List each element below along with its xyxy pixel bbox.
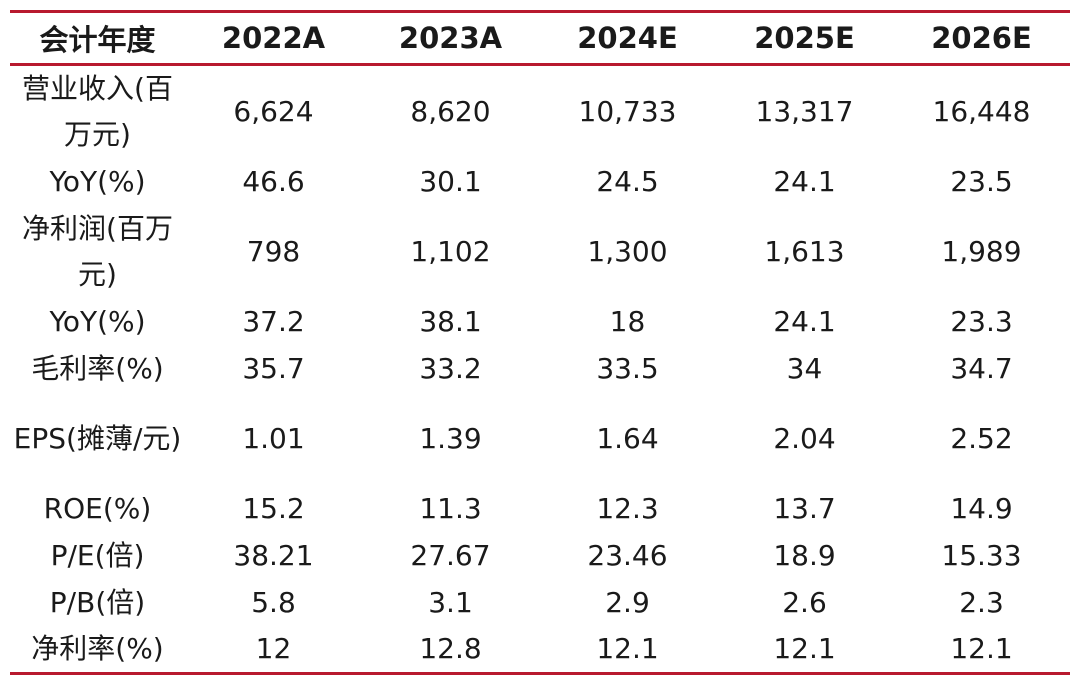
table-cell: 8,620 xyxy=(410,95,491,128)
table-cell: 14.9 xyxy=(950,491,1013,525)
table-row: 净利率(%) 12 12.8 12.1 12.1 12.1 xyxy=(10,626,1070,675)
table-row: 净利润(百万元) 798 1,102 1,300 1,613 1,989 xyxy=(10,205,1070,298)
table-cell: 46.6 xyxy=(242,164,305,198)
header-cell-2025e: 2025E xyxy=(716,10,893,66)
table-cell: 12.1 xyxy=(539,626,716,675)
table-cell: 38.21 xyxy=(233,538,314,572)
table-cell: 10,733 xyxy=(578,95,677,128)
header-cell-fiscal-year: 会计年度 xyxy=(10,10,185,66)
table-cell: 24.1 xyxy=(773,304,836,338)
table-header: 会计年度 2022A 2023A 2024E 2025E 2026E xyxy=(10,10,1070,66)
table-row: 营业收入(百万元) 6,624 8,620 10,733 13,317 16,4… xyxy=(10,65,1070,159)
row-label: 净利润(百万元) xyxy=(22,211,173,291)
table-cell: 30.1 xyxy=(419,164,482,198)
table-cell: 11.3 xyxy=(419,491,482,525)
table-cell: 1,989 xyxy=(941,234,1022,268)
table-cell: 1.39 xyxy=(419,421,482,455)
table-cell: 18.9 xyxy=(773,538,836,572)
table-cell: 12.1 xyxy=(716,626,893,675)
table-cell: 24.5 xyxy=(596,164,659,198)
table-cell: 12 xyxy=(185,626,362,675)
table-cell: 3.1 xyxy=(428,585,473,619)
row-label: 净利率(%) xyxy=(10,626,185,675)
table-cell: 13,317 xyxy=(755,95,854,128)
table-cell: 1,300 xyxy=(587,234,668,268)
table-cell: 1.01 xyxy=(242,421,305,455)
row-label: 毛利率(%) xyxy=(31,351,164,385)
row-label: YoY(%) xyxy=(49,164,146,198)
header-cell-2022a: 2022A xyxy=(185,10,362,66)
table-cell: 15.33 xyxy=(941,538,1022,572)
row-label: EPS(摊薄/元) xyxy=(13,421,182,455)
table-cell: 1.64 xyxy=(596,421,659,455)
row-label: ROE(%) xyxy=(43,491,152,525)
table-cell: 6,624 xyxy=(233,95,314,128)
table-row: EPS(摊薄/元) 1.01 1.39 1.64 2.04 2.52 xyxy=(10,392,1070,485)
table-cell: 2.04 xyxy=(773,421,836,455)
table-cell: 27.67 xyxy=(410,538,491,572)
table-cell: 24.1 xyxy=(773,164,836,198)
row-label: P/E(倍) xyxy=(50,538,145,572)
header-row: 会计年度 2022A 2023A 2024E 2025E 2026E xyxy=(10,10,1070,66)
row-label: 营业收入(百万元) xyxy=(22,72,173,151)
table-cell: 5.8 xyxy=(251,585,296,619)
table-row: YoY(%) 37.2 38.1 18 24.1 23.3 xyxy=(10,298,1070,345)
table-cell: 33.2 xyxy=(419,351,482,385)
table-cell: 2.9 xyxy=(605,585,650,619)
table-cell: 12.8 xyxy=(362,626,539,675)
table-cell: 798 xyxy=(246,234,301,268)
table-cell: 34 xyxy=(786,351,823,385)
row-label: P/B(倍) xyxy=(49,585,146,619)
table-row: ROE(%) 15.2 11.3 12.3 13.7 14.9 xyxy=(10,485,1070,532)
table-cell: 34.7 xyxy=(950,351,1013,385)
table-cell: 37.2 xyxy=(242,304,305,338)
table-cell: 12.3 xyxy=(596,491,659,525)
table-cell: 23.5 xyxy=(950,164,1013,198)
table-cell: 1,102 xyxy=(410,234,491,268)
table-body: 营业收入(百万元) 6,624 8,620 10,733 13,317 16,4… xyxy=(10,65,1070,675)
table-cell: 18 xyxy=(609,304,646,338)
table-row: P/B(倍) 5.8 3.1 2.9 2.6 2.3 xyxy=(10,579,1070,626)
header-cell-2023a: 2023A xyxy=(362,10,539,66)
table-cell: 2.52 xyxy=(950,421,1013,455)
table-cell: 2.3 xyxy=(959,585,1004,619)
table-cell: 1,613 xyxy=(764,234,845,268)
financial-forecast-table-container: 会计年度 2022A 2023A 2024E 2025E 2026E 营业收入(… xyxy=(10,10,1070,675)
row-label: YoY(%) xyxy=(49,304,146,338)
table-cell: 2.6 xyxy=(782,585,827,619)
table-cell: 33.5 xyxy=(596,351,659,385)
table-row: YoY(%) 46.6 30.1 24.5 24.1 23.5 xyxy=(10,158,1070,205)
table-cell: 15.2 xyxy=(242,491,305,525)
header-cell-2026e: 2026E xyxy=(893,10,1070,66)
table-row: P/E(倍) 38.21 27.67 23.46 18.9 15.33 xyxy=(10,532,1070,579)
financial-forecast-table: 会计年度 2022A 2023A 2024E 2025E 2026E 营业收入(… xyxy=(10,10,1070,675)
table-cell: 12.1 xyxy=(893,626,1070,675)
table-cell: 38.1 xyxy=(419,304,482,338)
table-cell: 23.46 xyxy=(587,538,668,572)
table-cell: 35.7 xyxy=(242,351,305,385)
header-cell-2024e: 2024E xyxy=(539,10,716,66)
table-row: 毛利率(%) 35.7 33.2 33.5 34 34.7 xyxy=(10,345,1070,392)
table-cell: 23.3 xyxy=(950,304,1013,338)
table-cell: 16,448 xyxy=(932,95,1031,128)
table-cell: 13.7 xyxy=(773,491,836,525)
